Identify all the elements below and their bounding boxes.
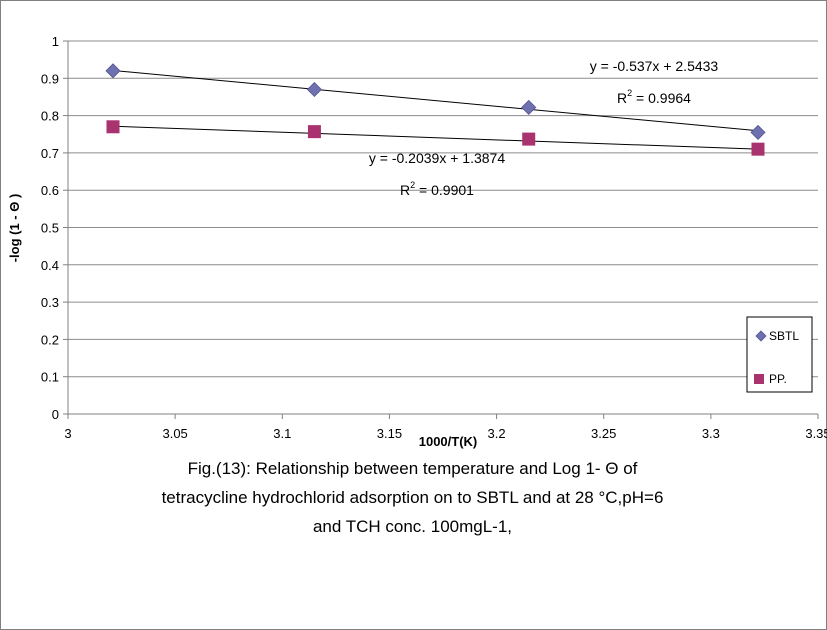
y-tick-label-9: 0.9 — [41, 71, 59, 86]
y-tick-label-7: 0.7 — [41, 146, 59, 161]
x-tick-label-7: 3.35 — [805, 426, 827, 441]
x-tick-label-4: 3.2 — [488, 426, 506, 441]
x-axis-title: 1000/T(K) — [419, 434, 478, 449]
y-tick-label-6: 0.6 — [41, 183, 59, 198]
y-tick-label-3: 0.3 — [41, 295, 59, 310]
y-tick-label-8: 0.8 — [41, 109, 59, 124]
point-pp-3 — [751, 142, 765, 156]
point-sbtl-1 — [306, 81, 322, 98]
pp-trend-equation: y = -0.2039x + 1.3874 — [369, 150, 505, 166]
point-pp-1 — [307, 125, 321, 139]
x-tick-label-0: 3 — [64, 426, 71, 441]
sbtl-r2-label: R2 = 0.9964 — [617, 88, 691, 106]
caption-line-2: tetracycline hydrochlorid adsorption on … — [161, 488, 664, 507]
sbtl-trend-equation: y = -0.537x + 2.5433 — [590, 58, 719, 74]
trendline-pp — [112, 125, 759, 150]
y-tick-label-5: 0.5 — [41, 221, 59, 236]
legend-marker-sbtl — [755, 330, 767, 342]
caption-line-1: Fig.(13): Relationship between temperatu… — [187, 459, 638, 478]
x-tick-label-6: 3.3 — [702, 426, 720, 441]
x-ticks: 3 3.05 3.1 3.15 3.2 3.25 3.3 3.35 — [64, 414, 827, 441]
y-tick-label-0: 0 — [52, 407, 59, 422]
x-tick-label-3: 3.15 — [377, 426, 402, 441]
point-sbtl-2 — [521, 99, 537, 115]
x-tick-label-5: 3.25 — [591, 426, 616, 441]
trendlines — [112, 69, 759, 150]
gridlines — [68, 40, 818, 378]
y-tick-label-1: 0.1 — [41, 370, 59, 385]
x-tick-label-1: 3.05 — [162, 426, 187, 441]
legend-label-pp: PP. — [769, 372, 787, 386]
point-sbtl-3 — [750, 124, 766, 140]
legend-marker-pp — [754, 374, 764, 384]
point-sbtl-0 — [105, 63, 121, 79]
y-tick-label-2: 0.2 — [41, 332, 59, 347]
y-ticks: 0 0.1 0.2 0.3 0.4 0.5 0.6 0.7 0.8 0.9 1 — [41, 34, 68, 422]
pp-r2-label: R2 = 0.9901 — [400, 180, 474, 198]
figure-caption: Fig.(13): Relationship between temperatu… — [40, 454, 785, 541]
point-pp-2 — [522, 132, 536, 146]
point-pp-0 — [106, 120, 120, 134]
x-tick-label-2: 3.1 — [273, 426, 291, 441]
trendline-sbtl — [112, 69, 759, 132]
legend: SBTL PP. — [746, 316, 813, 393]
data-points — [105, 63, 766, 156]
y-tick-label-4: 0.4 — [41, 258, 59, 273]
caption-line-3: and TCH conc. 100mgL-1, — [312, 517, 513, 536]
y-axis-title: -log (1 - Θ ) — [7, 194, 22, 263]
y-tick-label-10: 1 — [52, 34, 59, 49]
legend-label-sbtl: SBTL — [769, 329, 799, 343]
